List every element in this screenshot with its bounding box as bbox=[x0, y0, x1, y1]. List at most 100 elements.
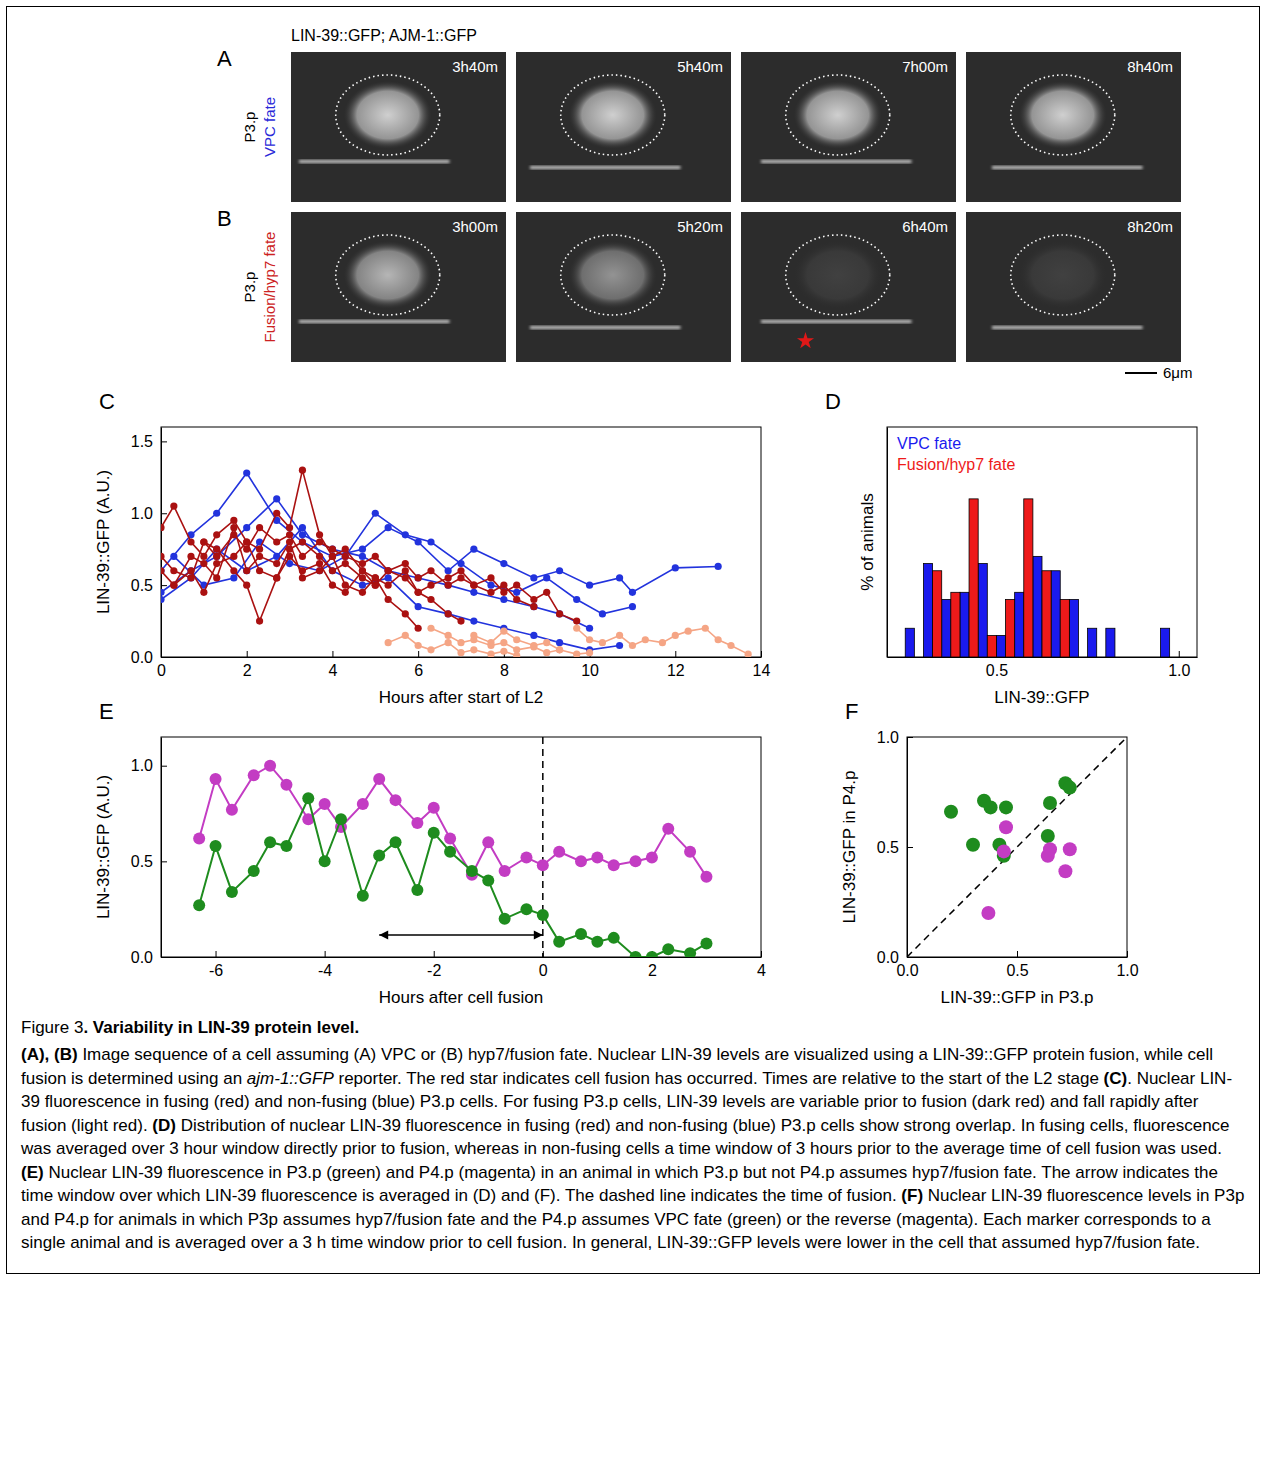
x-tick-label: 0 bbox=[157, 662, 166, 679]
data-point bbox=[299, 574, 306, 581]
x-tick-label: 0 bbox=[539, 962, 548, 979]
data-point bbox=[385, 574, 392, 581]
data-point bbox=[591, 936, 603, 948]
x-tick: 0.5 bbox=[1006, 951, 1028, 979]
data-point bbox=[685, 628, 692, 635]
data-point bbox=[487, 589, 494, 596]
data-point bbox=[427, 567, 434, 574]
junction-signal bbox=[299, 320, 450, 323]
data-point bbox=[402, 531, 409, 538]
data-point bbox=[556, 610, 563, 617]
data-point bbox=[329, 553, 336, 560]
data-point bbox=[411, 884, 423, 896]
data-point bbox=[427, 625, 434, 632]
x-axis-title: Hours after cell fusion bbox=[379, 988, 543, 1007]
data-point bbox=[457, 567, 464, 574]
data-point bbox=[727, 642, 734, 649]
x-tick-label: 14 bbox=[753, 662, 771, 679]
data-point bbox=[230, 553, 237, 560]
data-point bbox=[487, 639, 494, 646]
panel-letter: C bbox=[99, 389, 115, 414]
caption-text: (C) bbox=[1104, 1069, 1128, 1088]
x-tick: -2 bbox=[427, 951, 441, 979]
data-point bbox=[470, 617, 477, 624]
data-point bbox=[280, 779, 292, 791]
data-point bbox=[357, 890, 369, 902]
histogram-bar bbox=[1170, 657, 1179, 658]
data-point bbox=[984, 800, 998, 814]
data-point bbox=[415, 589, 422, 596]
caption-body: (A), (B) Image sequence of a cell assumi… bbox=[21, 1043, 1245, 1254]
data-point bbox=[470, 582, 477, 589]
histogram-bar bbox=[996, 635, 1005, 657]
data-point bbox=[470, 582, 477, 589]
data-point bbox=[586, 636, 593, 643]
micrograph-background bbox=[516, 52, 731, 202]
data-point bbox=[286, 531, 293, 538]
data-point bbox=[161, 524, 165, 531]
data-point bbox=[213, 553, 220, 560]
y-tick-mark bbox=[161, 861, 167, 862]
data-point bbox=[500, 596, 507, 603]
data-point bbox=[230, 531, 237, 538]
histogram-bar bbox=[1142, 657, 1151, 658]
image-header: LIN-39::GFP; AJM-1::GFP bbox=[291, 27, 477, 44]
data-point bbox=[702, 625, 709, 632]
junction-signal bbox=[761, 320, 912, 323]
x-tick-label: 8 bbox=[500, 662, 509, 679]
data-point bbox=[187, 553, 194, 560]
y-tick-mark bbox=[161, 513, 167, 514]
frame-time: 6h40m bbox=[902, 218, 948, 235]
micrograph-background bbox=[741, 212, 956, 362]
y-tick: 0.5 bbox=[877, 839, 913, 856]
data-point bbox=[411, 817, 423, 829]
data-point bbox=[415, 589, 422, 596]
data-point bbox=[342, 553, 349, 560]
micrograph-background bbox=[966, 212, 1181, 362]
x-tick-mark bbox=[418, 651, 419, 657]
data-point bbox=[575, 855, 587, 867]
micrograph: 5h20m bbox=[516, 212, 731, 362]
data-point bbox=[342, 560, 349, 567]
data-point bbox=[359, 567, 366, 574]
series-line bbox=[161, 470, 375, 585]
data-point bbox=[243, 538, 250, 545]
data-point bbox=[543, 589, 550, 596]
data-point bbox=[200, 560, 207, 567]
y-tick: 1.5 bbox=[131, 433, 167, 450]
x-tick: -4 bbox=[318, 951, 332, 979]
caption-text: (A), (B) bbox=[21, 1045, 78, 1064]
x-tick-mark bbox=[1017, 951, 1018, 957]
series-line bbox=[161, 473, 718, 592]
data-point bbox=[359, 553, 366, 560]
window-arrow bbox=[379, 931, 543, 940]
histogram-bar bbox=[978, 564, 987, 657]
row-cell-label: P3.p bbox=[241, 112, 258, 143]
micrograph: 7h00m bbox=[741, 52, 956, 202]
data-point bbox=[445, 582, 452, 589]
data-point bbox=[390, 836, 402, 848]
data-point bbox=[500, 648, 507, 655]
data-point bbox=[616, 632, 623, 639]
data-point bbox=[319, 855, 331, 867]
data-point bbox=[1043, 842, 1057, 856]
data-point bbox=[586, 649, 593, 656]
x-tick-label: -4 bbox=[318, 962, 332, 979]
frame-time: 3h40m bbox=[452, 58, 498, 75]
data-point bbox=[385, 639, 392, 646]
x-tick-label: 2 bbox=[243, 662, 252, 679]
data-point bbox=[213, 553, 220, 560]
nucleus-outline bbox=[1011, 235, 1115, 315]
histogram-bar bbox=[1161, 628, 1170, 657]
data-point bbox=[445, 582, 452, 589]
data-point bbox=[629, 603, 636, 610]
y-tick-label: 0.0 bbox=[877, 949, 899, 966]
data-point bbox=[427, 538, 434, 545]
fusion-time-line bbox=[542, 737, 544, 957]
data-point bbox=[243, 567, 250, 574]
junction-signal bbox=[530, 326, 681, 329]
legend-entry: Fusion/hyp7 fate bbox=[897, 456, 1015, 473]
data-point bbox=[662, 943, 674, 955]
data-point bbox=[359, 560, 366, 567]
y-tick-mark bbox=[161, 441, 167, 442]
